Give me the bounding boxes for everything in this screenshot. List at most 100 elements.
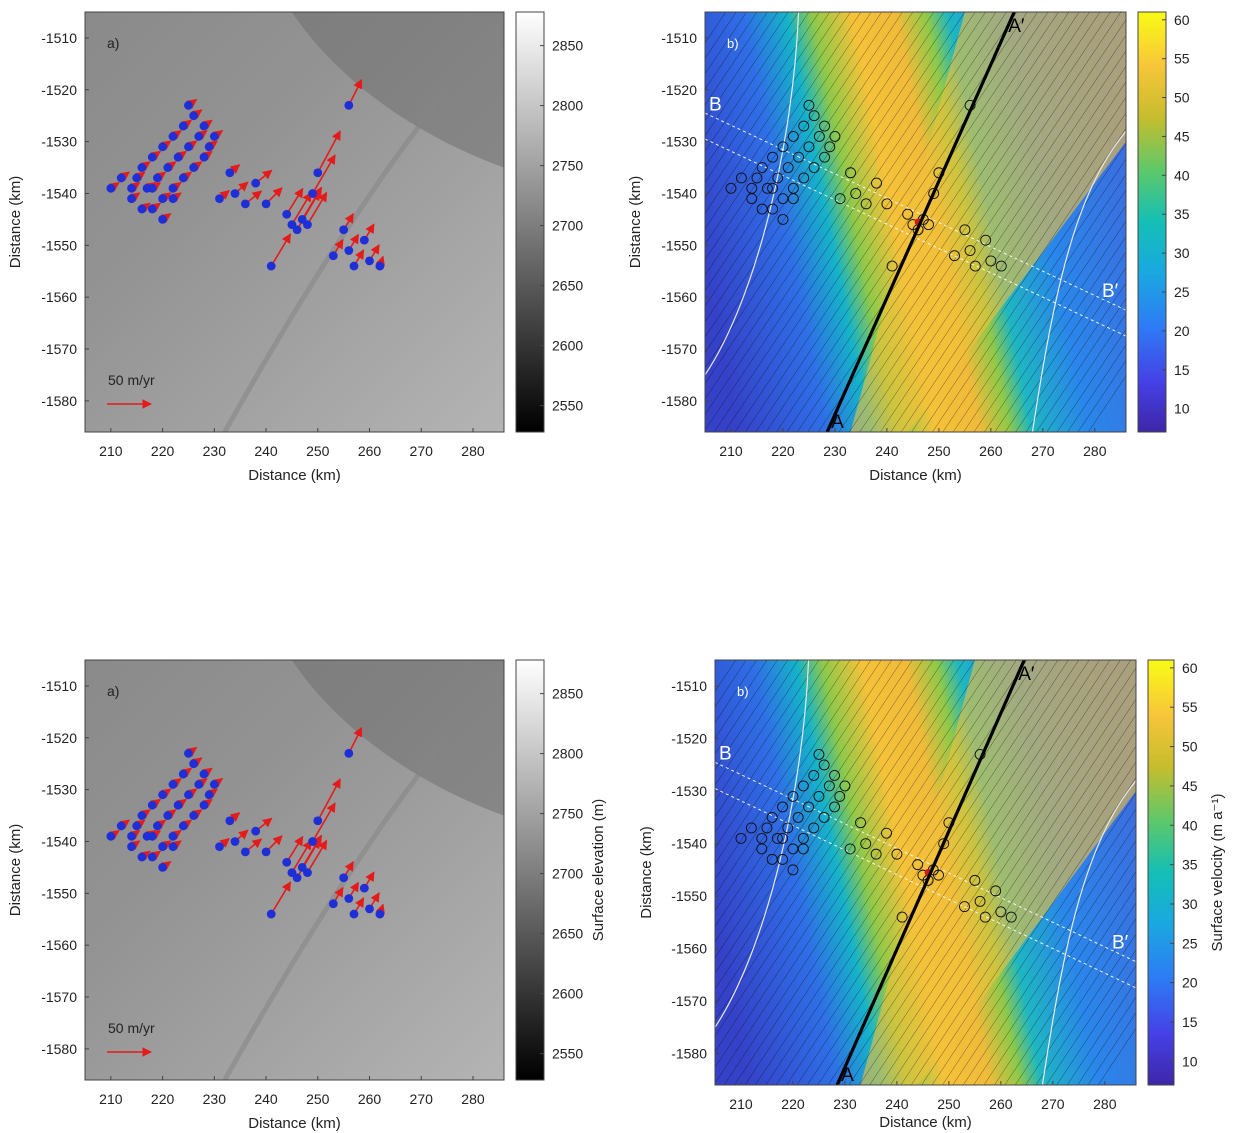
colorbar (515, 659, 545, 1081)
flowline (942, 792, 1136, 1085)
colorbar-tick-label: 40 (1182, 817, 1198, 833)
station-circle (818, 811, 830, 823)
gps-station-marker (225, 168, 235, 178)
flowline (1056, 328, 1126, 432)
station-circle (881, 827, 892, 839)
y-tick-label: -1550 (41, 237, 77, 253)
colorbar-tick-label: 60 (1174, 12, 1190, 28)
station-circle (912, 859, 924, 871)
gps-station-marker (168, 842, 178, 852)
panel-label: b) (727, 36, 739, 51)
gps-station-marker (147, 800, 157, 810)
flowline (705, 12, 945, 369)
gps-station-marker (189, 111, 199, 121)
station-circle (771, 832, 783, 844)
colorbar-tick-label: 20 (1174, 323, 1190, 339)
gps-station-marker (168, 831, 178, 841)
station-circle (798, 120, 810, 132)
station-circle (974, 895, 986, 907)
gps-station-marker (132, 173, 142, 183)
flowline (715, 660, 944, 1006)
x-tick-label: 240 (254, 443, 278, 459)
x-tick-label: 210 (99, 1091, 123, 1107)
station-circle (777, 141, 789, 153)
station-circle (735, 172, 747, 184)
colorbar-tick-label: 2800 (552, 746, 583, 762)
panel-label: a) (107, 683, 119, 699)
flowline (932, 143, 1126, 432)
station-circle (761, 182, 773, 194)
station-circle (938, 838, 950, 850)
station-circle (787, 864, 799, 876)
station-circle (772, 172, 784, 184)
colorbar-tick-label: 10 (1174, 401, 1190, 417)
flowline (734, 660, 1017, 1085)
station-circle (829, 130, 841, 142)
gps-station-marker (209, 780, 219, 789)
station-circle (845, 167, 856, 179)
station-circle (819, 120, 830, 132)
flowline (705, 12, 872, 261)
colorbar-tick-label: 2700 (552, 866, 583, 882)
flowline (715, 660, 903, 943)
station-circle (787, 790, 799, 802)
flowline (911, 112, 1126, 432)
gps-station-marker (178, 173, 188, 183)
flowline (931, 777, 1136, 1085)
x-axis-label: Distance (km) (869, 467, 962, 484)
gps-station-marker (339, 225, 349, 235)
y-tick-label: -1540 (41, 833, 77, 849)
flowline (921, 761, 1136, 1085)
station-circle (782, 822, 794, 834)
x-tick-label: 280 (1093, 1096, 1117, 1112)
velocity-arrow (291, 839, 312, 874)
y-tick-label: -1560 (41, 289, 77, 305)
y-tick-label: -1560 (671, 941, 707, 957)
flowline (705, 12, 799, 152)
station-circle (855, 817, 866, 829)
colorbar-tick-label: 2650 (552, 926, 583, 942)
gps-station-marker (158, 863, 167, 872)
colorbar-tick-label: 2550 (552, 398, 583, 414)
station-circle (959, 224, 971, 236)
colorbar-tick-label: 45 (1182, 778, 1198, 794)
plot-area (85, 12, 504, 432)
station-circle (902, 208, 914, 220)
flowline (1046, 313, 1126, 432)
profile-label-b-prime: B′ (1112, 933, 1129, 954)
station-circle (803, 99, 815, 111)
colorbar-tick-label: 55 (1174, 51, 1190, 67)
gps-station-marker (199, 769, 209, 779)
station-circle (823, 780, 835, 792)
scale-arrow-label: 50 m/yr (108, 1020, 155, 1036)
flowline (705, 12, 778, 121)
x-tick-label: 240 (875, 443, 899, 459)
gps-station-marker (365, 904, 374, 914)
profile-aa-line (825, 12, 1016, 432)
gps-station-marker (189, 759, 199, 769)
flowline (705, 12, 882, 276)
x-tick-label: 270 (1031, 443, 1055, 459)
colorbar (515, 11, 545, 433)
station-circle (766, 811, 778, 823)
flowline (869, 50, 1126, 432)
station-circle (850, 188, 862, 199)
x-tick-label: 280 (1083, 443, 1107, 459)
station-circle (928, 188, 940, 199)
station-circle (777, 213, 789, 225)
x-axis-label: Distance (km) (879, 1114, 972, 1131)
station-circle (751, 172, 763, 184)
colorbar-tick-label: 2750 (552, 158, 583, 174)
gps-station-marker (132, 821, 142, 831)
gps-station-marker (127, 831, 136, 841)
gps-station-marker (158, 194, 167, 204)
gps-station-marker (199, 152, 209, 162)
station-circle (824, 141, 836, 153)
flowline (963, 189, 1126, 432)
station-circle (797, 843, 809, 855)
station-circle (829, 769, 840, 781)
station-circle (995, 260, 1007, 272)
flowline (705, 12, 758, 90)
station-circle (793, 151, 805, 163)
